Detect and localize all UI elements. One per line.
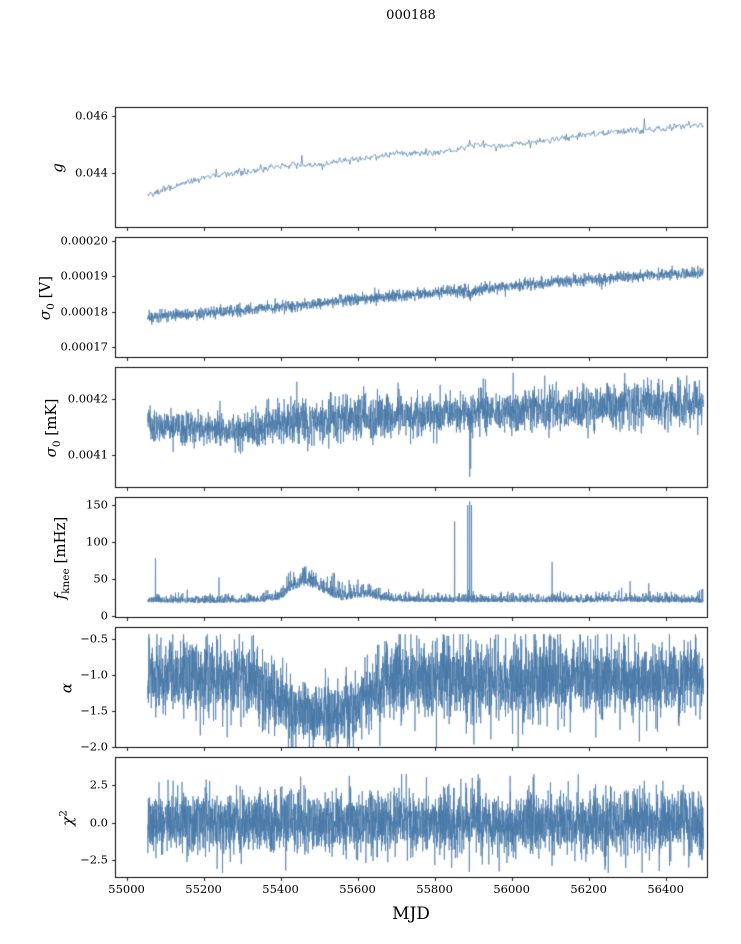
y-tick-label: −0.5: [80, 630, 108, 645]
y-tick-label: 2.5: [89, 777, 108, 792]
y-axis-label-var: χ: [58, 816, 77, 826]
y-axis-label-gain: g: [48, 162, 67, 173]
x-tick-label: 55000: [108, 882, 145, 896]
x-tick-label: 55800: [416, 882, 453, 896]
y-axis-label-f_knee: fknee [mHz]: [50, 516, 72, 599]
x-tick-label: 55600: [339, 882, 376, 896]
y-axis-label-chi2: χ2: [57, 809, 77, 826]
y-axis-label-sub: 0: [44, 302, 57, 310]
x-tick-label: 56000: [493, 882, 530, 896]
y-tick-label: 0.0: [89, 814, 108, 829]
y-axis-label-sub: knee: [59, 567, 72, 594]
y-tick-label: 0.046: [75, 107, 108, 122]
y-tick-label: 50: [93, 571, 108, 586]
x-tick-label: 56200: [570, 882, 607, 896]
y-axis-label-var: σ: [35, 309, 54, 320]
y-tick-label: −1.5: [80, 702, 108, 717]
y-tick-label: 150: [86, 497, 108, 512]
x-tick-label: 55400: [262, 882, 299, 896]
y-axis-label-sub: 0: [50, 439, 63, 447]
y-tick-label: 0: [100, 608, 108, 623]
y-axis-label-var: σ: [41, 446, 60, 457]
y-tick-label: −1.0: [80, 666, 108, 681]
x-tick-label: 55200: [185, 882, 222, 896]
y-axis-label-unit: [mK]: [41, 398, 60, 440]
figure-title: 000188: [386, 8, 436, 23]
y-axis-label-var: g: [48, 162, 67, 173]
y-tick-label: −2.5: [80, 852, 108, 867]
y-tick-label: 0.0042: [67, 391, 108, 406]
y-tick-label: 0.00020: [60, 232, 108, 247]
y-tick-label: 0.00019: [60, 268, 108, 283]
y-tick-label: 100: [86, 534, 108, 549]
y-axis-label-unit: [V]: [35, 275, 54, 303]
y-tick-label: 0.044: [75, 165, 108, 180]
x-tick-label: 56400: [647, 882, 684, 896]
y-axis-label-sigma0_mK: σ0 [mK]: [41, 398, 63, 457]
y-axis-label-unit: [mHz]: [50, 516, 69, 568]
y-axis-label-var: α: [57, 682, 76, 693]
y-tick-label: 0.0041: [67, 446, 108, 461]
y-tick-label: 0.00017: [60, 339, 108, 354]
y-tick-label: −2.0: [80, 738, 108, 753]
y-axis-label-var: f: [50, 593, 69, 599]
y-axis-label-alpha: α: [57, 682, 76, 693]
y-tick-label: 0.00018: [60, 303, 108, 318]
x-axis-label: MJD: [392, 904, 430, 924]
y-axis-label-sup: 2: [57, 809, 70, 817]
y-axis-label-sigma0_V: σ0 [V]: [35, 275, 57, 320]
